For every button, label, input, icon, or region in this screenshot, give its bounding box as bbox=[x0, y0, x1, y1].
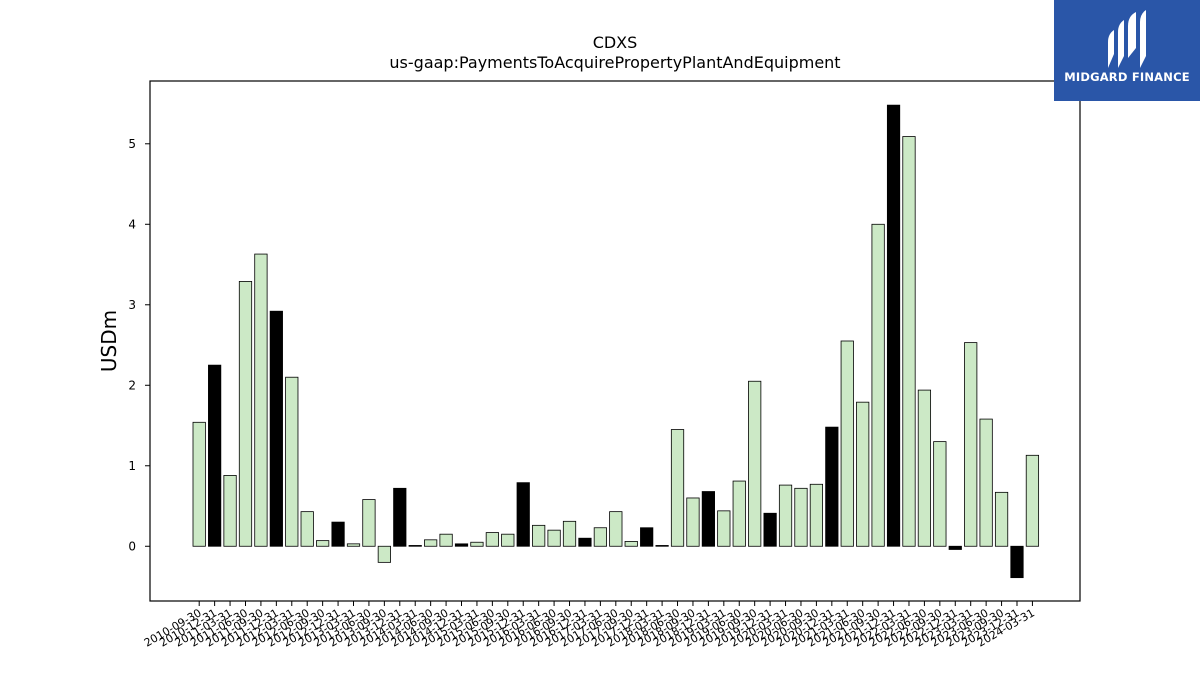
bar-2023-12-31 bbox=[1010, 545, 1024, 579]
bar-2013-09-30 bbox=[377, 545, 391, 563]
bar-2011-06-30 bbox=[238, 281, 253, 547]
bar-2019-06-30 bbox=[732, 480, 746, 547]
midgard-finance-logo: MIDGARD FINANCE bbox=[1054, 0, 1200, 101]
bar-2015-03-31 bbox=[470, 541, 484, 547]
bar-2015-12-31 bbox=[516, 482, 530, 547]
bar-2020-03-31 bbox=[778, 484, 793, 547]
chart-subtitle: us-gaap:PaymentsToAcquirePropertyPlantAn… bbox=[389, 53, 840, 72]
bar-2021-06-30 bbox=[856, 401, 870, 547]
bar-2014-06-30 bbox=[424, 539, 438, 547]
y-tick-label: 0 bbox=[128, 539, 136, 553]
bar-2018-03-31 bbox=[655, 545, 669, 547]
bar-2010-09-30 bbox=[192, 421, 206, 547]
plot-frame bbox=[149, 80, 1081, 602]
bar-2015-09-30 bbox=[501, 533, 515, 547]
midgard-logo-icon bbox=[1108, 10, 1146, 68]
y-tick-label: 3 bbox=[128, 298, 136, 312]
logo-text: MIDGARD FINANCE bbox=[1064, 70, 1190, 84]
bar-2012-03-31 bbox=[285, 376, 299, 547]
bar-2012-09-30 bbox=[316, 540, 330, 547]
bar-2016-12-31 bbox=[578, 537, 592, 547]
bar-2013-03-31 bbox=[346, 543, 361, 547]
bar-2020-09-30 bbox=[809, 483, 824, 547]
bar-2011-12-31 bbox=[269, 310, 283, 547]
bar-2023-06-30 bbox=[979, 418, 993, 547]
bar-2010-12-31 bbox=[208, 364, 222, 547]
bar-2019-03-31 bbox=[717, 510, 731, 547]
bar-2014-03-31 bbox=[408, 545, 422, 547]
bar-2019-12-31 bbox=[763, 512, 777, 547]
bar-2020-12-31 bbox=[825, 426, 839, 547]
bar-2017-06-30 bbox=[609, 511, 623, 547]
bar-2019-09-30 bbox=[748, 380, 762, 547]
bar-2021-03-31 bbox=[840, 340, 854, 547]
bar-2017-03-31 bbox=[593, 527, 607, 547]
bar-2016-06-30 bbox=[547, 529, 561, 547]
bar-2024-03-31 bbox=[1025, 454, 1040, 547]
y-tick-label: 1 bbox=[128, 459, 136, 473]
bar-2016-09-30 bbox=[562, 520, 577, 547]
bar-2021-09-30 bbox=[871, 223, 885, 547]
bar-2023-03-31 bbox=[964, 342, 978, 547]
bar-2018-09-30 bbox=[686, 497, 700, 547]
bar-2022-12-31 bbox=[948, 545, 962, 550]
y-ticks-group: 0 1 2 3 4 5 bbox=[128, 137, 150, 553]
bar-2013-06-30 bbox=[362, 499, 376, 547]
bar-2020-06-30 bbox=[794, 487, 808, 547]
bar-2014-12-31 bbox=[454, 543, 469, 547]
y-tick-label: 5 bbox=[128, 137, 136, 151]
bar-2017-12-31 bbox=[640, 527, 654, 547]
bar-2013-12-31 bbox=[393, 487, 407, 547]
bars-group bbox=[192, 104, 1040, 579]
bar-2016-03-31 bbox=[532, 524, 546, 547]
bar-2018-06-30 bbox=[670, 429, 685, 547]
bar-2022-06-30 bbox=[917, 389, 932, 547]
bar-2012-06-30 bbox=[300, 511, 314, 547]
y-tick-label: 4 bbox=[128, 217, 136, 231]
bar-2014-09-30 bbox=[439, 533, 453, 547]
x-ticks-group: 2010-09-302010-12-312011-03-312011-06-30… bbox=[142, 601, 1037, 650]
bar-2022-09-30 bbox=[933, 441, 947, 547]
bar-2021-12-31 bbox=[886, 104, 901, 547]
bar-2022-03-31 bbox=[902, 136, 916, 547]
bar-2017-09-30 bbox=[624, 541, 638, 547]
y-axis-label: USDm bbox=[97, 310, 121, 372]
y-tick-label: 2 bbox=[128, 378, 136, 392]
bar-2018-12-31 bbox=[701, 491, 715, 547]
chart-title: CDXS bbox=[593, 33, 638, 52]
bar-2011-03-31 bbox=[223, 475, 237, 547]
bar-2015-06-30 bbox=[485, 532, 499, 547]
bar-2023-09-30 bbox=[994, 491, 1009, 547]
bar-2012-12-31 bbox=[331, 521, 345, 547]
bar-2011-09-30 bbox=[254, 253, 268, 547]
